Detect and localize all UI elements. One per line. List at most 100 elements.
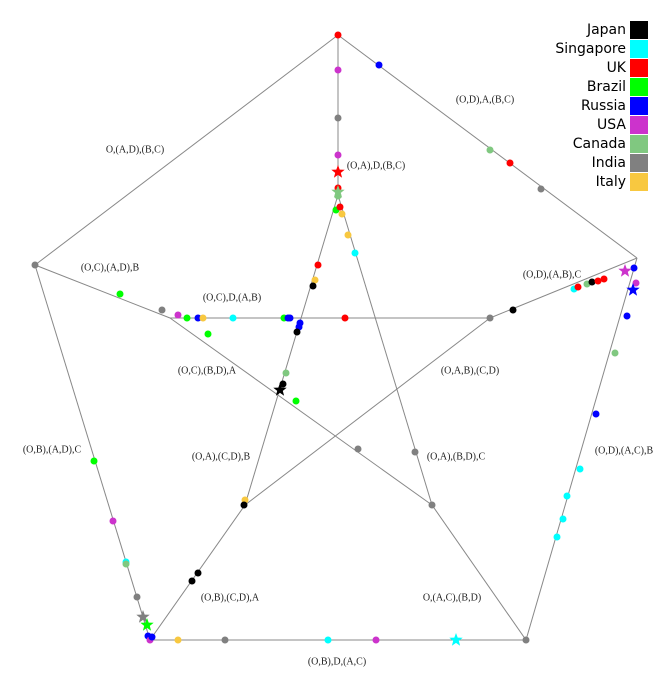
sample-dot bbox=[109, 517, 117, 525]
sample-dot bbox=[563, 492, 571, 500]
sample-dot bbox=[122, 560, 130, 568]
edge bbox=[431, 504, 527, 641]
edge-label: (O,C),(B,D),A bbox=[178, 365, 237, 376]
sample-dot bbox=[576, 465, 584, 473]
sample-dot bbox=[600, 275, 608, 283]
legend-label: USA bbox=[597, 117, 626, 133]
sample-dot bbox=[486, 146, 494, 154]
sample-dot bbox=[428, 501, 436, 509]
sample-dot bbox=[411, 448, 419, 456]
sample-dot bbox=[351, 249, 359, 257]
sample-dot bbox=[31, 261, 39, 269]
edge-label: (O,C),D,(A,B) bbox=[203, 292, 261, 303]
sample-dot bbox=[623, 312, 631, 320]
sample-dot bbox=[588, 278, 596, 286]
edges bbox=[34, 34, 638, 641]
legend-label: Singapore bbox=[555, 41, 626, 57]
edge bbox=[337, 194, 433, 506]
sample-dot bbox=[592, 410, 600, 418]
sample-dot bbox=[204, 330, 212, 338]
mean-star bbox=[626, 283, 640, 296]
sample-dot bbox=[229, 314, 237, 322]
edge bbox=[337, 34, 638, 259]
edge-label: (O,C),(A,D),B bbox=[81, 262, 140, 273]
mean-star bbox=[273, 383, 287, 396]
sample-dot bbox=[199, 314, 207, 322]
sample-dot bbox=[90, 457, 98, 465]
legend-label: Russia bbox=[581, 98, 626, 114]
sample-dot bbox=[537, 185, 545, 193]
mean-star bbox=[136, 610, 150, 623]
sample-dot bbox=[611, 349, 619, 357]
mean-star bbox=[449, 633, 463, 646]
sample-dot bbox=[183, 314, 191, 322]
legend: Japan Singapore UK Brazil Russia USA Canada Ind… bbox=[555, 21, 648, 191]
edge-label: (O,A,B),(C,D) bbox=[441, 365, 499, 376]
sample-dot bbox=[194, 314, 202, 322]
sample-dot bbox=[158, 306, 166, 314]
legend-swatch bbox=[630, 21, 648, 39]
legend-label: India bbox=[592, 155, 626, 171]
edge bbox=[244, 317, 491, 506]
edge bbox=[169, 317, 433, 506]
sample-dot bbox=[344, 231, 352, 239]
sample-dot bbox=[174, 311, 182, 319]
legend-swatch bbox=[630, 116, 648, 134]
edge-label: (O,B),(C,D),A bbox=[201, 592, 260, 603]
sample-dot bbox=[292, 397, 300, 405]
sample-dot bbox=[506, 159, 514, 167]
mean-star bbox=[140, 618, 154, 631]
sample-dot bbox=[279, 380, 287, 388]
legend-swatch bbox=[630, 78, 648, 96]
mean-star bbox=[618, 264, 632, 277]
legend-swatch bbox=[630, 59, 648, 77]
legend-swatch bbox=[630, 135, 648, 153]
sample-dot bbox=[282, 369, 290, 377]
legend-label: Japan bbox=[586, 22, 626, 38]
legend-swatch bbox=[630, 97, 648, 115]
sample-dot bbox=[559, 515, 567, 523]
sample-dot bbox=[354, 445, 362, 453]
sample-dot bbox=[632, 279, 640, 287]
sample-dot bbox=[148, 633, 156, 641]
sample-dot bbox=[372, 636, 380, 644]
sample-dot bbox=[324, 636, 332, 644]
edge-label: O,(A,D),(B,C) bbox=[106, 144, 164, 155]
sample-dot bbox=[311, 276, 319, 284]
edge-label: (O,A),(C,D),B bbox=[192, 451, 251, 462]
sample-dot bbox=[553, 533, 561, 541]
sample-dot bbox=[522, 636, 530, 644]
edge-label: (O,B),D,(A,C) bbox=[308, 656, 366, 667]
edge-label: (O,B),(A,D),C bbox=[23, 444, 82, 455]
sample-dot bbox=[509, 306, 517, 314]
sample-dot bbox=[188, 577, 196, 585]
edge bbox=[525, 257, 638, 641]
sample-dot bbox=[338, 210, 346, 218]
sample-dot bbox=[334, 66, 342, 74]
edge bbox=[34, 34, 339, 266]
legend-label: Italy bbox=[596, 174, 626, 190]
sample-dot bbox=[240, 501, 248, 509]
sample-dot bbox=[336, 203, 344, 211]
mean-star bbox=[331, 165, 345, 178]
sample-dot bbox=[334, 31, 342, 39]
sample-dot bbox=[286, 314, 294, 322]
sample-dot bbox=[174, 636, 182, 644]
sample-dot bbox=[630, 264, 638, 272]
legend-swatch bbox=[630, 173, 648, 191]
sample-dot bbox=[574, 283, 582, 291]
sample-dot bbox=[221, 636, 229, 644]
sample-dot bbox=[341, 314, 349, 322]
edge bbox=[34, 264, 171, 319]
sample-dot bbox=[309, 282, 317, 290]
edge-label: (O,A),D,(B,C) bbox=[347, 160, 405, 171]
edge-label: (O,D),A,(B,C) bbox=[456, 94, 514, 105]
sample-dot bbox=[334, 114, 342, 122]
edge-label: (O,A),(B,D),C bbox=[427, 451, 486, 462]
sample-dot bbox=[334, 151, 342, 159]
mean-star bbox=[331, 185, 345, 198]
sample-dot bbox=[314, 261, 322, 269]
edge-label: (O,D),(A,B),C bbox=[523, 269, 582, 280]
sample-dot bbox=[194, 569, 202, 577]
